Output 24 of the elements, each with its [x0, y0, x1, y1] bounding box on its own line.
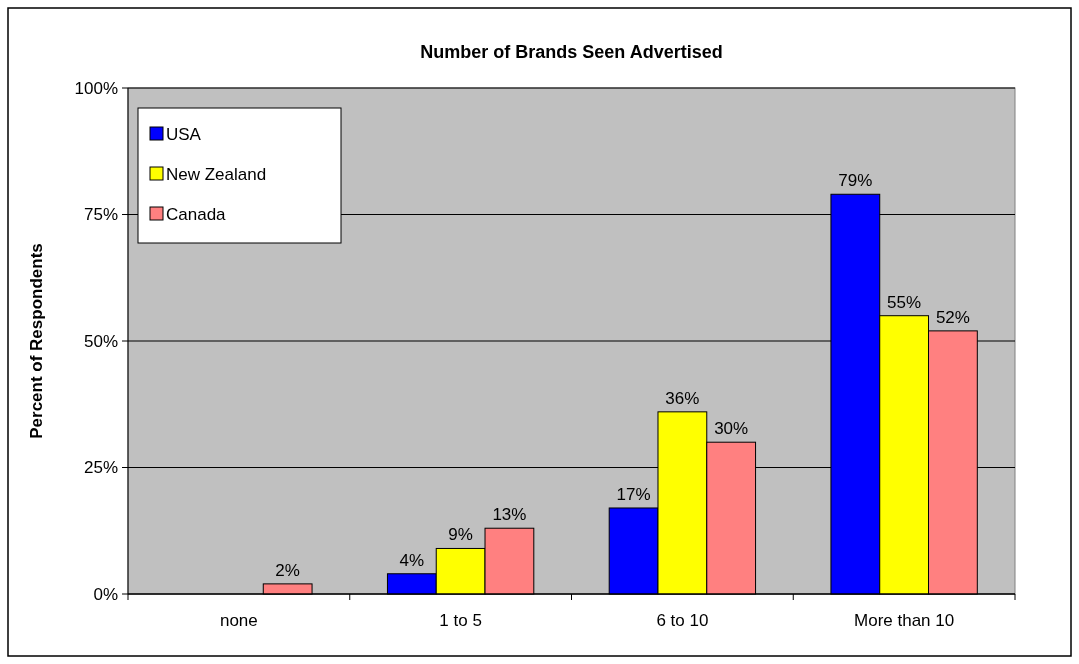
data-label: 17%	[616, 484, 651, 504]
data-label: 52%	[935, 307, 970, 327]
legend-label: USA	[166, 124, 202, 144]
y-tick-label: 0%	[93, 584, 118, 604]
data-label: 79%	[838, 171, 873, 191]
y-axis-title: Percent of Respondents	[27, 243, 46, 439]
x-tick-label: More than 10	[854, 611, 955, 630]
y-tick-label: 50%	[83, 331, 118, 351]
legend-label: Canada	[166, 204, 227, 224]
x-tick-label: 1 to 5	[439, 611, 482, 630]
data-label: 2%	[275, 560, 300, 580]
chart-title: Number of Brands Seen Advertised	[420, 42, 723, 62]
y-tick-label: 100%	[74, 78, 118, 98]
data-label: 9%	[448, 525, 473, 545]
data-label: 30%	[714, 419, 749, 439]
data-label: 55%	[887, 292, 922, 312]
x-tick-label: 6 to 10	[656, 611, 709, 630]
data-label: 13%	[492, 505, 527, 525]
legend-label: New Zealand	[166, 164, 267, 184]
y-tick-label: 25%	[83, 458, 118, 478]
y-tick-label: 75%	[83, 205, 118, 225]
data-label: 4%	[399, 550, 425, 570]
x-tick-label: none	[219, 611, 258, 630]
data-label: 36%	[665, 388, 700, 408]
